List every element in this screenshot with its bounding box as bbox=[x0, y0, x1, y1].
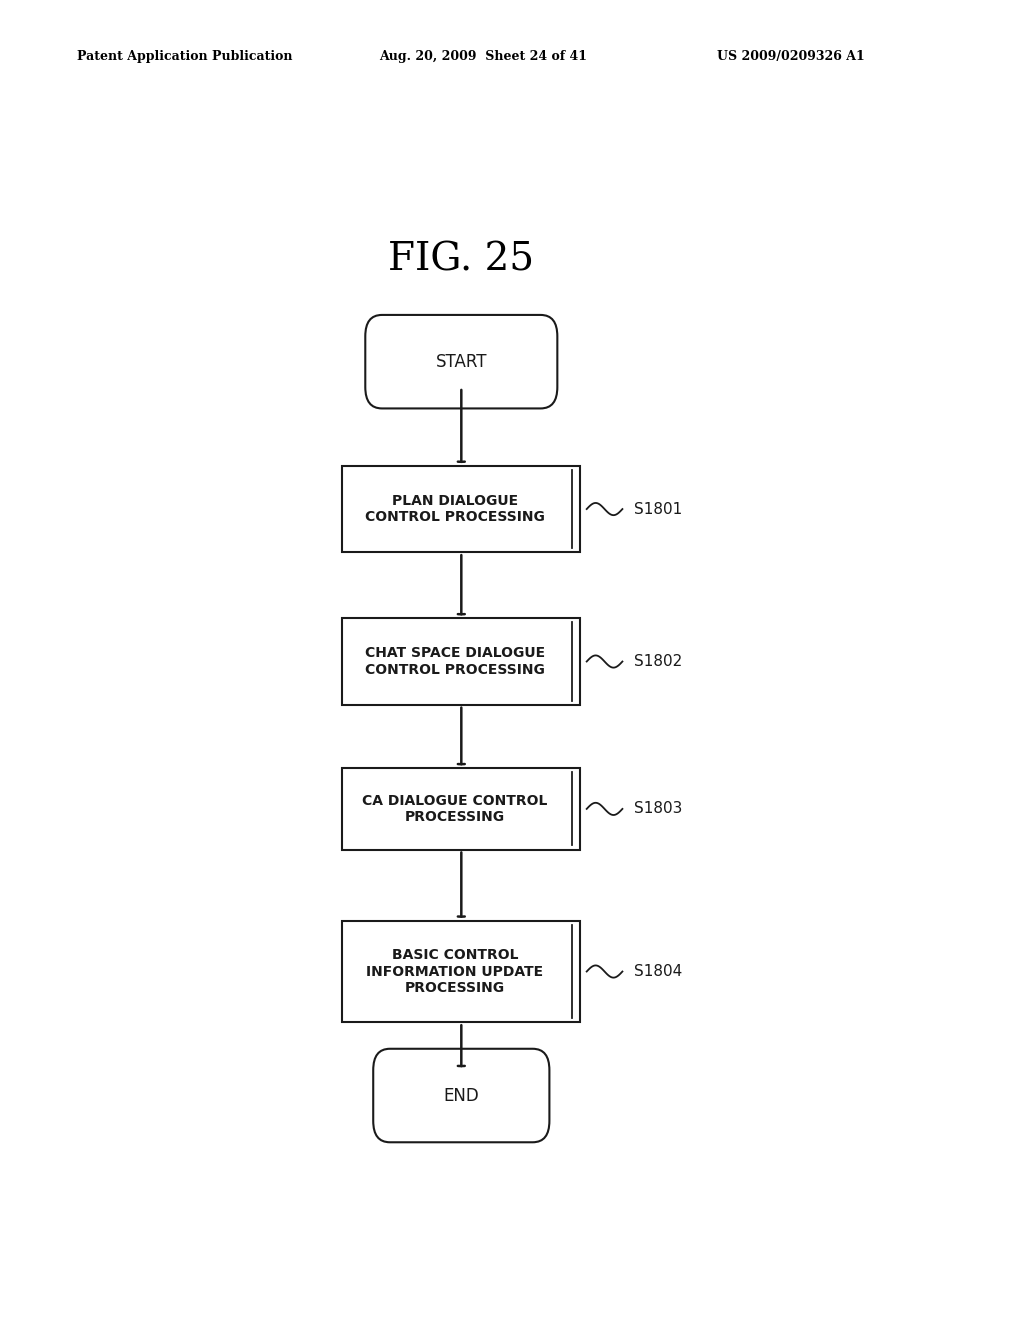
Text: CA DIALOGUE CONTROL
PROCESSING: CA DIALOGUE CONTROL PROCESSING bbox=[362, 793, 548, 824]
Bar bbox=[342, 618, 581, 705]
FancyBboxPatch shape bbox=[373, 1049, 550, 1142]
Bar bbox=[342, 768, 581, 850]
Text: Patent Application Publication: Patent Application Publication bbox=[77, 50, 292, 63]
Text: FIG. 25: FIG. 25 bbox=[388, 242, 535, 279]
Bar bbox=[342, 466, 581, 552]
Text: S1804: S1804 bbox=[634, 964, 683, 979]
Text: CHAT SPACE DIALOGUE
CONTROL PROCESSING: CHAT SPACE DIALOGUE CONTROL PROCESSING bbox=[365, 647, 545, 677]
Text: S1801: S1801 bbox=[634, 502, 683, 516]
Text: S1803: S1803 bbox=[634, 801, 683, 816]
Text: START: START bbox=[435, 352, 487, 371]
Bar bbox=[342, 921, 581, 1022]
Text: Aug. 20, 2009  Sheet 24 of 41: Aug. 20, 2009 Sheet 24 of 41 bbox=[379, 50, 587, 63]
Text: US 2009/0209326 A1: US 2009/0209326 A1 bbox=[717, 50, 864, 63]
Text: S1802: S1802 bbox=[634, 653, 683, 669]
FancyBboxPatch shape bbox=[366, 315, 557, 408]
Text: END: END bbox=[443, 1086, 479, 1105]
Text: PLAN DIALOGUE
CONTROL PROCESSING: PLAN DIALOGUE CONTROL PROCESSING bbox=[365, 494, 545, 524]
Text: BASIC CONTROL
INFORMATION UPDATE
PROCESSING: BASIC CONTROL INFORMATION UPDATE PROCESS… bbox=[367, 948, 544, 995]
